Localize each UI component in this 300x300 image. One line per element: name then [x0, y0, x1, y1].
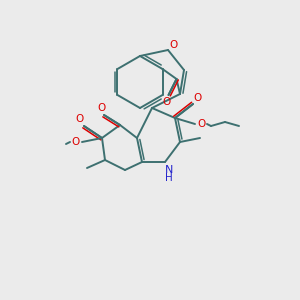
Text: O: O — [98, 103, 106, 113]
Text: O: O — [193, 93, 201, 103]
Text: O: O — [71, 137, 79, 147]
Text: O: O — [162, 97, 171, 107]
Text: O: O — [75, 114, 83, 124]
Text: H: H — [165, 173, 173, 183]
Text: N: N — [165, 165, 173, 175]
Text: O: O — [198, 119, 206, 129]
Text: O: O — [169, 40, 177, 50]
